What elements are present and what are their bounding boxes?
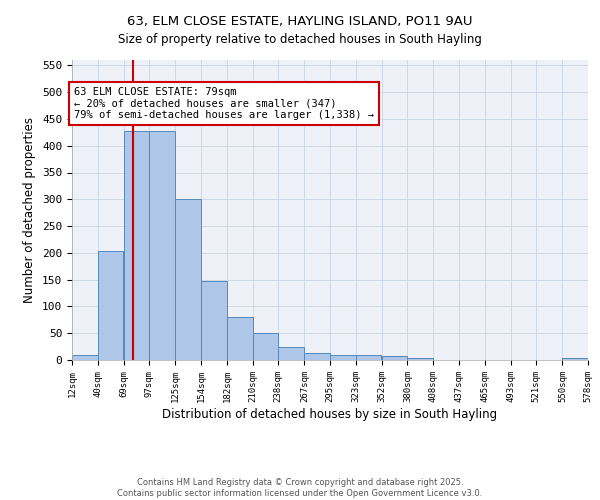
Bar <box>253 333 278 360</box>
Bar <box>149 130 175 360</box>
Text: Contains HM Land Registry data © Crown copyright and database right 2025.
Contai: Contains HM Land Registry data © Crown c… <box>118 478 482 498</box>
Bar <box>407 358 433 360</box>
Text: 63, ELM CLOSE ESTATE, HAYLING ISLAND, PO11 9AU: 63, ELM CLOSE ESTATE, HAYLING ISLAND, PO… <box>127 15 473 28</box>
Bar <box>304 353 330 360</box>
Bar <box>202 280 227 360</box>
Text: 63 ELM CLOSE ESTATE: 79sqm
← 20% of detached houses are smaller (347)
79% of sem: 63 ELM CLOSE ESTATE: 79sqm ← 20% of deta… <box>74 87 374 120</box>
Bar <box>356 354 381 360</box>
Text: Size of property relative to detached houses in South Hayling: Size of property relative to detached ho… <box>118 32 482 46</box>
Bar <box>72 354 98 360</box>
Bar <box>382 356 407 360</box>
Bar <box>562 358 588 360</box>
Bar <box>175 198 200 360</box>
Bar <box>227 317 253 360</box>
X-axis label: Distribution of detached houses by size in South Hayling: Distribution of detached houses by size … <box>163 408 497 420</box>
Bar <box>124 130 149 360</box>
Bar <box>278 346 304 360</box>
Bar <box>98 250 123 360</box>
Bar <box>330 354 356 360</box>
Y-axis label: Number of detached properties: Number of detached properties <box>23 117 37 303</box>
